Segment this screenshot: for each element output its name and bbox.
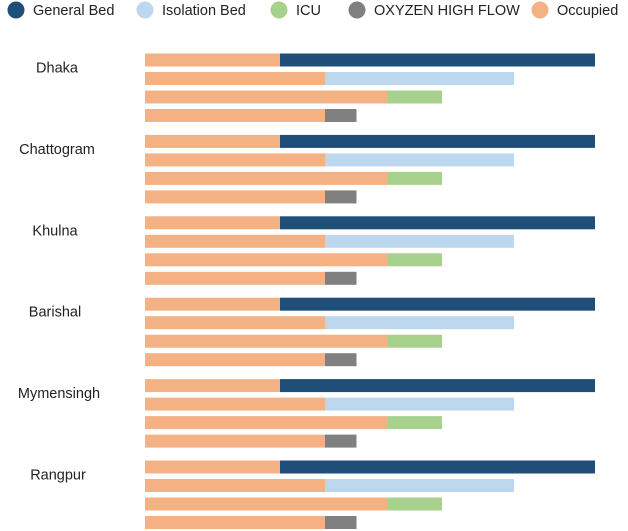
legend-swatch-isolation <box>136 1 154 19</box>
bar-isolation-occupied <box>145 479 325 492</box>
bar-isolation-occupied <box>145 397 325 411</box>
region-label: Dhaka <box>36 61 79 77</box>
legend-swatch-oxygen <box>348 1 366 19</box>
bar-general-occupied <box>145 379 280 393</box>
bar-oxygen-occupied <box>145 434 325 448</box>
bar-general-capacity <box>280 460 595 474</box>
legend-label-isolation: Isolation Bed <box>162 3 246 19</box>
bar-general-occupied <box>145 297 280 311</box>
region-label: Khulna <box>32 223 78 239</box>
bar-isolation-capacity <box>325 397 514 411</box>
region-label: Barishal <box>29 305 81 321</box>
bar-isolation-occupied <box>145 72 325 85</box>
bar-isolation-capacity <box>325 153 514 167</box>
bar-general-capacity <box>280 53 595 67</box>
bar-general-capacity <box>280 297 595 311</box>
legend-item-icu: ICU <box>270 1 321 19</box>
bar-general-capacity <box>280 216 595 230</box>
region-group-barishal: Barishal <box>29 297 595 367</box>
legend-label-occupied: Occupied <box>557 3 618 19</box>
region-label: Rangpur <box>30 468 86 484</box>
bar-icu-capacity <box>388 416 442 430</box>
legend-swatch-occupied <box>531 1 549 19</box>
region-label: Mymensingh <box>18 386 100 402</box>
chart-legend: General Bed Isolation Bed ICU OXYZEN HIGH F… <box>7 1 618 19</box>
bar-oxygen-capacity <box>325 190 357 204</box>
bar-general-capacity <box>280 379 595 393</box>
legend-swatch-icu <box>270 1 288 19</box>
legend-item-general: General Bed <box>7 1 114 19</box>
legend-label-icu: ICU <box>296 3 321 19</box>
legend-item-occupied: Occupied <box>531 1 618 19</box>
bar-icu-occupied <box>145 416 388 430</box>
bar-icu-capacity <box>388 171 442 185</box>
chart-plot-area: Dhaka Chattogram Khulna Barishal Mymensingh R… <box>18 53 595 529</box>
region-group-chattogram: Chattogram <box>19 134 595 204</box>
bar-oxygen-occupied <box>145 271 325 285</box>
bar-isolation-occupied <box>145 234 325 248</box>
bar-isolation-occupied <box>145 153 325 167</box>
bar-icu-occupied <box>145 90 388 104</box>
bar-general-capacity <box>280 134 595 148</box>
bar-isolation-capacity <box>325 234 514 248</box>
bar-icu-capacity <box>388 334 442 348</box>
region-group-mymensingh: Mymensingh <box>18 379 595 448</box>
bar-isolation-capacity <box>325 479 514 492</box>
bar-icu-occupied <box>145 334 388 348</box>
bar-icu-occupied <box>145 253 388 267</box>
bar-general-occupied <box>145 53 280 67</box>
bar-oxygen-occupied <box>145 353 325 367</box>
bar-oxygen-occupied <box>145 516 325 529</box>
bar-icu-capacity <box>388 497 442 511</box>
bar-general-occupied <box>145 460 280 474</box>
bar-icu-capacity <box>388 90 442 104</box>
bar-oxygen-occupied <box>145 190 325 204</box>
bar-isolation-capacity <box>325 316 514 330</box>
bar-oxygen-capacity <box>325 516 357 529</box>
region-group-dhaka: Dhaka <box>36 53 595 122</box>
legend-label-oxygen: OXYZEN HIGH FLOW <box>374 3 520 19</box>
bar-oxygen-capacity <box>325 353 357 367</box>
region-group-khulna: Khulna <box>32 216 595 285</box>
bar-isolation-capacity <box>325 72 514 85</box>
bar-oxygen-occupied <box>145 109 325 122</box>
bar-icu-occupied <box>145 497 388 511</box>
bar-icu-occupied <box>145 171 388 185</box>
legend-swatch-general <box>7 1 25 19</box>
bar-icu-capacity <box>388 253 442 267</box>
legend-label-general: General Bed <box>33 3 114 19</box>
region-group-rangpur: Rangpur <box>30 460 595 529</box>
region-label: Chattogram <box>19 142 95 158</box>
bar-oxygen-capacity <box>325 109 357 122</box>
bar-oxygen-capacity <box>325 271 357 285</box>
bar-general-occupied <box>145 216 280 230</box>
legend-item-oxygen: OXYZEN HIGH FLOW <box>348 1 520 19</box>
legend-item-isolation: Isolation Bed <box>136 1 246 19</box>
bar-isolation-occupied <box>145 316 325 330</box>
bar-general-occupied <box>145 134 280 148</box>
bar-oxygen-capacity <box>325 434 357 448</box>
